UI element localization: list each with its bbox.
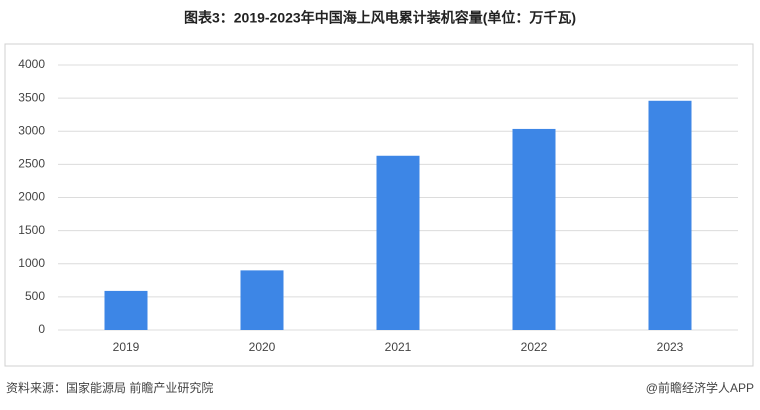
bar — [376, 155, 420, 330]
y-tick-label: 2000 — [18, 190, 45, 204]
y-tick-label: 3500 — [18, 90, 45, 104]
chart-frame — [4, 43, 754, 367]
source-note: 资料来源：国家能源局 前瞻产业研究院 — [6, 380, 213, 395]
y-tick-label: 3000 — [18, 123, 45, 137]
bar — [104, 290, 148, 330]
x-tick-label: 2020 — [249, 340, 276, 354]
bar — [240, 270, 284, 330]
x-tick-label: 2022 — [521, 340, 548, 354]
x-tick-label: 2019 — [113, 340, 140, 354]
y-tick-label: 1000 — [18, 256, 45, 270]
x-tick-label: 2023 — [657, 340, 684, 354]
y-tick-label: 4000 — [18, 57, 45, 71]
chart-title: 图表3：2019-2023年中国海上风电累计装机容量(单位：万千瓦) — [184, 10, 576, 26]
credit: @前瞻经济学人APP — [646, 380, 754, 395]
x-tick-label: 2021 — [385, 340, 412, 354]
y-tick-label: 2500 — [18, 157, 45, 171]
y-tick-label: 1500 — [18, 223, 45, 237]
bar — [512, 128, 556, 330]
bar — [648, 100, 692, 331]
y-tick-label: 500 — [25, 289, 45, 303]
y-tick-label: 0 — [38, 322, 45, 336]
